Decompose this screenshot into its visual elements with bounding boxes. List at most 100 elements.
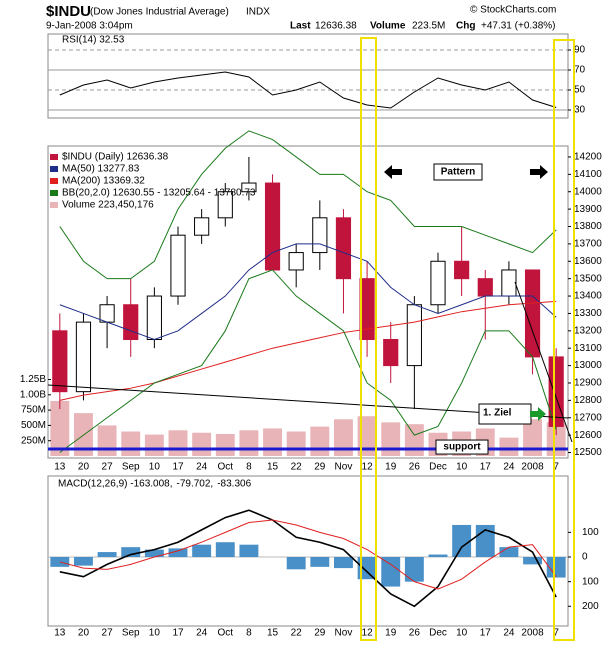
x-tick-label: 26 — [409, 628, 421, 639]
histogram-bar — [499, 547, 519, 557]
candle-body — [335, 217, 352, 280]
x-tick-label: 17 — [480, 628, 492, 639]
x-tick-label: 7 — [553, 462, 559, 473]
volume: 223.5M — [412, 21, 445, 32]
y-tick-label: 13700 — [574, 239, 602, 250]
x-tick-label: 27 — [102, 462, 114, 473]
arrow-target — [530, 407, 546, 421]
chg: +47.31 (+0.38%) — [481, 21, 556, 32]
y-tick-label: 14000 — [574, 186, 602, 197]
x-tick-label: Dec — [429, 462, 447, 473]
y-tick-label: 13100 — [574, 343, 602, 354]
x-tick-label: Nov — [335, 628, 353, 639]
histogram-bar — [334, 557, 353, 569]
volume-bar — [334, 419, 353, 456]
y-tick-label: 13400 — [574, 291, 602, 302]
y-tick-label: 30 — [574, 105, 586, 116]
histogram-bar — [523, 557, 542, 565]
support-label: support — [443, 442, 481, 453]
x-tick-label: Sep — [122, 462, 140, 473]
x-tick-label: 29 — [314, 628, 326, 639]
volume-bar — [381, 422, 401, 456]
candle-body — [383, 339, 399, 367]
volume-bar — [50, 400, 70, 456]
date: 9-Jan-2008 3:04pm — [46, 21, 133, 32]
histogram-bar — [215, 542, 235, 557]
histogram-bar — [74, 557, 93, 566]
histogram-bar — [546, 557, 566, 578]
histogram-bar — [97, 552, 117, 557]
y-tick-label: 12800 — [574, 395, 602, 406]
candle-body — [75, 321, 92, 393]
x-tick-label: 2008 — [521, 628, 544, 639]
rsi-line — [59, 71, 557, 109]
histogram-bar — [404, 557, 424, 582]
candle-body — [52, 330, 68, 393]
x-tick-label: 22 — [291, 462, 303, 473]
x-tick-label: 13 — [54, 628, 66, 639]
x-tick-label: 10 — [456, 462, 468, 473]
legend-swatch — [50, 154, 58, 160]
x-tick-label: 19 — [385, 628, 397, 639]
y-tick-label: 200 — [582, 601, 599, 612]
y2-tick-label: 500M — [21, 420, 46, 431]
histogram-bar — [286, 557, 306, 570]
x-tick-label: 10 — [456, 628, 468, 639]
volume-label: Volume — [370, 21, 406, 32]
x-tick-label: Sep — [122, 628, 140, 639]
volume-bar — [310, 426, 330, 456]
volume-bar — [404, 424, 424, 456]
volume-bar — [499, 437, 519, 456]
candle-body — [99, 304, 115, 323]
x-tick-label: 15 — [267, 462, 279, 473]
x-tick-label: Oct — [217, 628, 233, 639]
candle-body — [170, 234, 186, 297]
y-tick-label: 13200 — [574, 325, 602, 336]
legend-swatch — [50, 178, 58, 184]
candle-body — [359, 278, 375, 341]
candle-body — [146, 295, 162, 341]
y-tick-label: 13500 — [574, 273, 602, 284]
trend-line — [514, 281, 573, 443]
legend-swatch — [50, 190, 58, 196]
legend-entry: MACD(12,26,9) -163.008, — [58, 479, 173, 490]
legend-entry: Volume 223,450,176 — [62, 200, 154, 211]
pattern-label: Pattern — [441, 167, 475, 178]
x-tick-label: 7 — [553, 628, 559, 639]
y2-tick-label: 250M — [21, 435, 46, 446]
candle-body — [501, 269, 517, 297]
x-tick-label: Dec — [429, 628, 447, 639]
y-tick-label: 13600 — [574, 256, 602, 267]
x-tick-label: 24 — [196, 628, 208, 639]
x-tick-label: 13 — [54, 462, 66, 473]
candle-body — [430, 260, 446, 306]
y-tick-label: 90 — [574, 45, 586, 56]
y-tick-label: 14200 — [574, 152, 602, 163]
legend-entry: $INDU (Daily) 12636.38 — [62, 152, 169, 163]
x-tick-label: 17 — [172, 462, 184, 473]
volume-bar — [215, 433, 235, 456]
histogram-bar — [239, 544, 259, 557]
price-frame — [47, 145, 569, 459]
histogram-bar — [428, 554, 448, 557]
volume-bar — [357, 416, 377, 456]
target-label: 1. Ziel — [483, 408, 512, 419]
y-tick-label: 13300 — [574, 308, 602, 319]
x-tick-label: 10 — [149, 462, 161, 473]
candle-body — [288, 252, 304, 271]
x-tick-label: 8 — [246, 628, 252, 639]
legend-swatch — [50, 166, 58, 172]
candle-body — [312, 217, 328, 254]
volume-bar — [263, 428, 282, 456]
legend-entry: -79.702, — [177, 479, 214, 490]
moving-average — [59, 243, 557, 341]
legend-swatch — [50, 202, 58, 208]
histogram-bar — [310, 557, 330, 567]
x-tick-label: 10 — [149, 628, 161, 639]
x-tick-label: 22 — [291, 628, 303, 639]
x-tick-label: 24 — [196, 462, 208, 473]
histogram-bar — [192, 544, 212, 557]
candle-body — [264, 182, 281, 271]
x-tick-label: 24 — [503, 628, 515, 639]
candle-body — [123, 304, 139, 341]
